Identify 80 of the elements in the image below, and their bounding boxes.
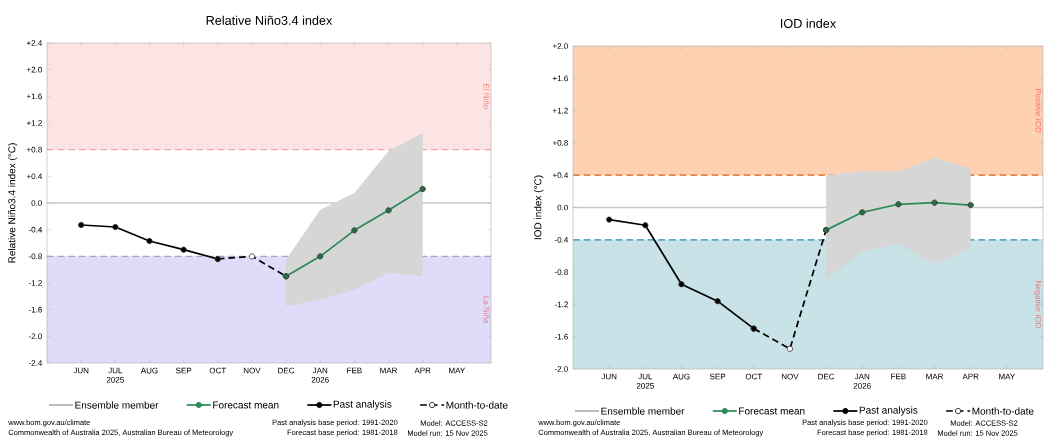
y-tick-label: -2.0: [28, 333, 42, 340]
x-tick-label: MAY: [449, 367, 466, 374]
band-label: Negative IOD: [1033, 281, 1042, 329]
point: [385, 207, 392, 214]
y-tick-label: +1.6: [552, 75, 568, 82]
point: [180, 246, 187, 253]
x-tick-label: MAY: [999, 373, 1016, 380]
y-tick-label: 0.0: [31, 200, 42, 206]
point: [859, 209, 866, 216]
x-tick-label: JAN 2026: [311, 367, 329, 383]
x-tick-label: NOV: [781, 373, 799, 380]
y-axis-title: IOD index (°C): [534, 175, 544, 240]
point: [419, 185, 426, 193]
point: [678, 281, 685, 288]
x-tick-label: AUG: [140, 367, 158, 374]
y-tick-label: +0.4: [552, 172, 569, 179]
x-tick-label: DEC: [278, 367, 295, 374]
y-tick-label: +2.4: [26, 40, 43, 46]
legend-label: Month-to-date: [446, 401, 508, 409]
y-tick-label: -1.2: [554, 301, 568, 308]
y-tick-label: +1.2: [26, 120, 42, 126]
x-tick-label: DEC: [818, 373, 835, 380]
point: [146, 237, 153, 245]
y-tick-label: -2.4: [28, 360, 43, 366]
x-tick-label: NOV: [243, 367, 261, 374]
x-tick-label: JUL 2025: [636, 373, 654, 389]
point: [967, 202, 974, 209]
y-tick-label: +0.4: [26, 173, 43, 180]
y-tick-label: -0.4: [28, 226, 43, 233]
x-tick-label: SEP: [175, 367, 192, 374]
y-axis-title: Relative Niño3.4 index (°C): [8, 143, 18, 263]
y-tick-label: +2.0: [26, 66, 42, 73]
band-label: La Niña: [483, 296, 490, 324]
x-tick-label: MAR: [926, 373, 944, 380]
y-tick-label: -0.8: [554, 269, 568, 275]
x-tick-label: APR: [414, 367, 431, 374]
point: [714, 298, 721, 305]
point: [112, 223, 119, 231]
y-tick-label: +1.2: [552, 107, 568, 114]
x-tick-label: JAN 2026: [853, 373, 871, 389]
x-tick-label: MAR: [380, 367, 398, 374]
point: [78, 221, 85, 229]
point: [642, 222, 649, 229]
legend-label: Forecast mean: [739, 407, 805, 415]
x-tick-label: OCT: [745, 373, 763, 380]
point: [931, 199, 938, 206]
legend-label: Past analysis: [333, 400, 392, 410]
y-tick-label: -2.0: [554, 366, 568, 372]
point: [351, 227, 358, 234]
y-tick-label: +0.8: [26, 146, 42, 153]
x-tick-label: FEB: [347, 367, 362, 374]
band-label: El Niño: [483, 84, 490, 109]
y-tick-label: -1.6: [554, 333, 568, 340]
chart-title: Relative Niño3.4 index: [206, 15, 333, 25]
x-tick-label: OCT: [209, 367, 227, 374]
y-tick-label: -1.6: [28, 306, 42, 313]
point: [895, 201, 902, 208]
x-tick-label: SEP: [709, 373, 726, 380]
y-tick-label: +0.8: [552, 140, 568, 146]
legend-label: Ensemble member: [75, 401, 159, 409]
chart-title: IOD index: [781, 18, 837, 28]
point: [317, 253, 324, 260]
y-tick-label: -1.2: [28, 280, 42, 286]
y-tick-label: 0.0: [557, 204, 568, 211]
legend-label: Forecast mean: [213, 401, 279, 409]
y-tick-label: +1.6: [26, 93, 42, 100]
x-tick-label: FEB: [891, 373, 906, 380]
x-tick-label: JUN: [601, 373, 617, 380]
point: [606, 216, 613, 223]
x-tick-label: AUG: [672, 373, 690, 380]
x-tick-label: JUN: [73, 367, 89, 374]
band-label: Positive IOD: [1035, 89, 1042, 133]
y-tick-label: -0.4: [554, 236, 569, 243]
y-tick-label: -0.8: [28, 253, 42, 260]
x-tick-label: JUL 2025: [106, 367, 124, 383]
legend-label: Month-to-date: [972, 407, 1034, 415]
legend-label: Ensemble member: [601, 407, 685, 415]
x-tick-label: APR: [962, 373, 979, 380]
legend-label: Past analysis: [859, 406, 918, 416]
y-tick-label: +2.0: [552, 43, 568, 49]
